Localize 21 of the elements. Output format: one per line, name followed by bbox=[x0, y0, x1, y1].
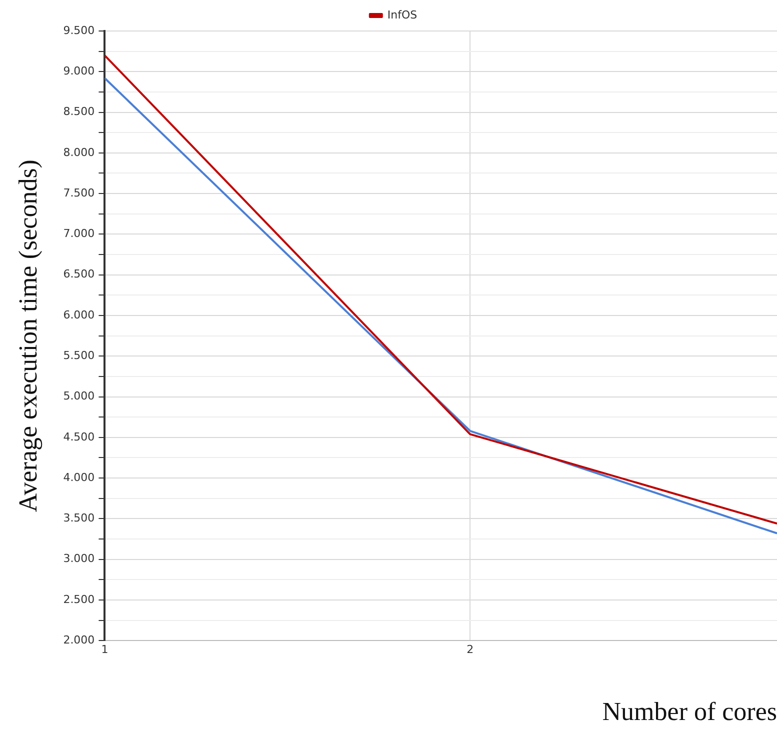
y-tick-label: 2.000 bbox=[63, 633, 95, 646]
y-tick-label: 3.500 bbox=[63, 512, 95, 525]
x-tick-label: 2 bbox=[466, 643, 474, 656]
x-axis-title: Number of cores bbox=[602, 697, 777, 726]
y-tick-label: 2.500 bbox=[63, 592, 95, 606]
y-tick-label: 7.000 bbox=[63, 227, 95, 240]
y-tick-label: 8.000 bbox=[63, 146, 95, 159]
y-tick-label: 3.000 bbox=[63, 552, 95, 566]
y-tick-label: 4.500 bbox=[63, 430, 95, 444]
y-tick-label: 5.500 bbox=[63, 348, 95, 362]
y-axis-title: Average execution time (seconds) bbox=[13, 160, 42, 512]
y-tick-label: 5.000 bbox=[63, 390, 95, 403]
y-tick-label: 6.000 bbox=[63, 308, 95, 322]
y-tick-label: 8.500 bbox=[63, 105, 95, 118]
y-tick-label: 9.000 bbox=[63, 64, 95, 78]
legend-label: InfOS bbox=[387, 8, 418, 22]
y-tick-label: 4.000 bbox=[63, 470, 95, 484]
y-tick-label: 9.500 bbox=[63, 24, 95, 37]
x-tick-label: 1 bbox=[101, 643, 108, 656]
y-tick-label: 7.500 bbox=[63, 186, 95, 200]
y-tick-label: 6.500 bbox=[63, 268, 95, 281]
